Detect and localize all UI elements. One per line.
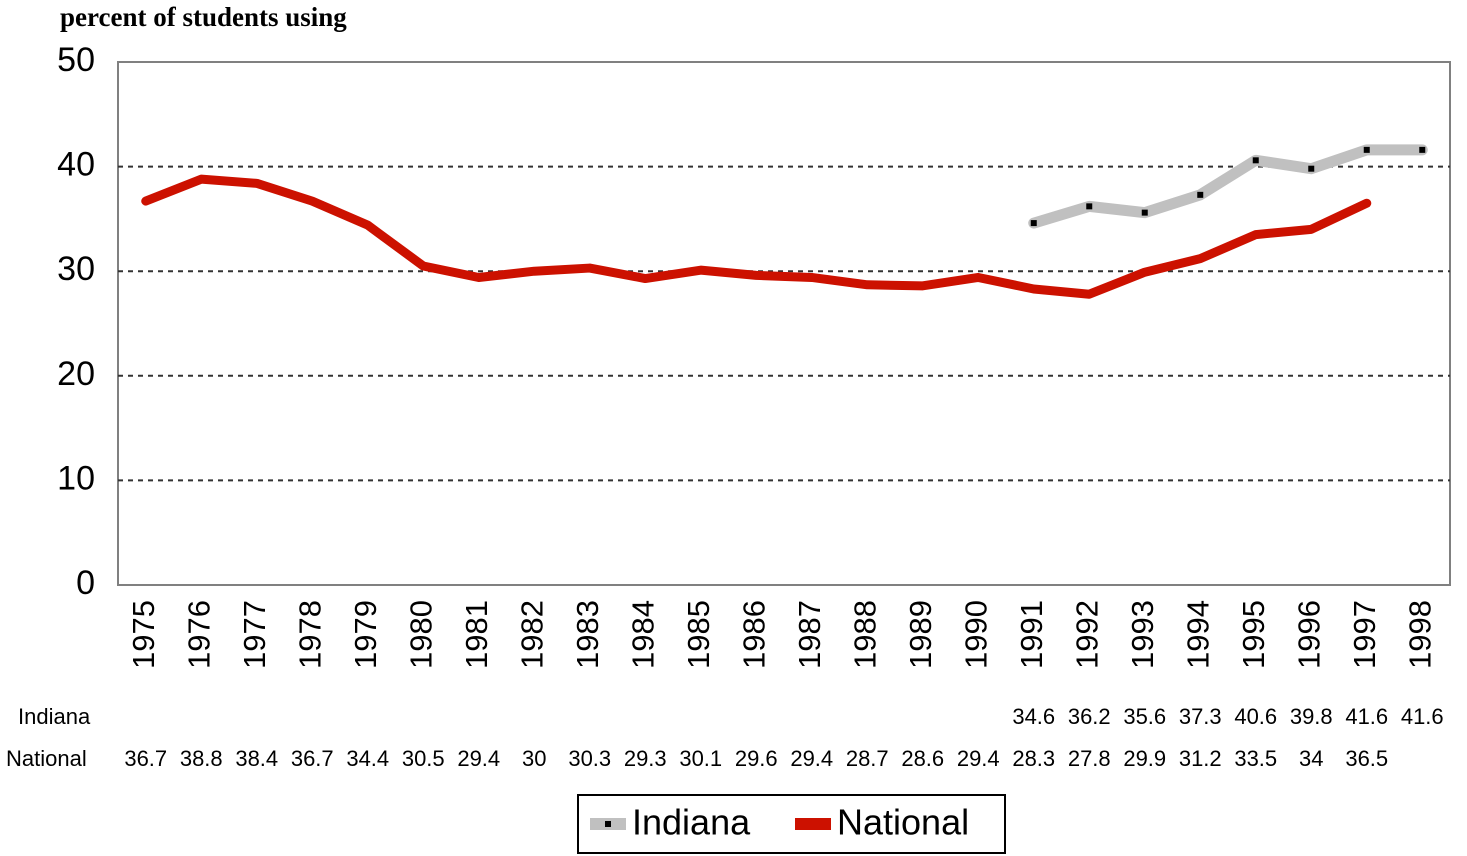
legend-swatch <box>795 818 831 830</box>
table-cell: 29.6 <box>735 746 778 771</box>
x-tick-label: 1978 <box>292 600 327 669</box>
table-cell: 30 <box>522 746 546 771</box>
x-tick-label: 1976 <box>181 600 216 669</box>
table-cell: 29.4 <box>957 746 1000 771</box>
x-tick-label: 1992 <box>1069 600 1104 669</box>
x-tick-label: 1984 <box>625 600 660 669</box>
legend-label: Indiana <box>632 802 751 843</box>
table-cell: 28.3 <box>1012 746 1055 771</box>
y-axis-label: percent of students using <box>60 2 347 32</box>
legend-box <box>577 794 1006 854</box>
table-cell: 38.4 <box>235 746 278 771</box>
x-tick-label: 1981 <box>459 600 494 669</box>
series-line <box>141 174 1372 299</box>
x-tick-label: 1975 <box>126 600 161 669</box>
x-tick-label: 1997 <box>1347 600 1382 669</box>
table-cell: 37.3 <box>1179 704 1222 729</box>
table-cell: 36.7 <box>291 746 334 771</box>
table-cell: 33.5 <box>1234 746 1277 771</box>
x-tick-label: 1993 <box>1125 600 1160 669</box>
table-cell: 41.6 <box>1401 704 1444 729</box>
x-tick-label: 1987 <box>792 600 827 669</box>
table-cell: 30.3 <box>568 746 611 771</box>
table-cell: 34 <box>1299 746 1323 771</box>
table-cell: 30.5 <box>402 746 445 771</box>
table-cell: 31.2 <box>1179 746 1222 771</box>
x-tick-label: 1996 <box>1291 600 1326 669</box>
table-cell: 39.8 <box>1290 704 1333 729</box>
table-cell: 29.3 <box>624 746 667 771</box>
table-cell: 41.6 <box>1345 704 1388 729</box>
y-tick-label: 40 <box>57 146 95 184</box>
series-line <box>1028 144 1428 229</box>
point-marker <box>1197 191 1204 198</box>
x-tick-label: 1994 <box>1180 600 1215 669</box>
table-cell: 40.6 <box>1234 704 1277 729</box>
y-tick-label: 20 <box>57 355 95 393</box>
point-marker <box>1252 157 1259 164</box>
plot-frame <box>117 61 1451 586</box>
legend-label: National <box>837 802 969 843</box>
table-cell: 30.1 <box>679 746 722 771</box>
table-cell: 28.7 <box>846 746 889 771</box>
x-tick-label: 1986 <box>736 600 771 669</box>
x-tick-label: 1982 <box>514 600 549 669</box>
x-tick-label: 1989 <box>903 600 938 669</box>
table-cell: 28.6 <box>901 746 944 771</box>
table-cell: 27.8 <box>1068 746 1111 771</box>
x-tick-label: 1985 <box>681 600 716 669</box>
table-cell: 34.6 <box>1012 704 1055 729</box>
x-tick-label: 1988 <box>847 600 882 669</box>
x-tick-label: 1980 <box>403 600 438 669</box>
table-cell: 29.4 <box>790 746 833 771</box>
x-tick-label: 1977 <box>237 600 272 669</box>
point-marker <box>1308 165 1315 172</box>
table-cell: 36.7 <box>124 746 167 771</box>
y-tick-label: 0 <box>76 564 95 602</box>
point-marker <box>1030 220 1037 227</box>
point-marker <box>1419 146 1426 153</box>
x-tick-label: 1991 <box>1014 600 1049 669</box>
table-cell: 34.4 <box>346 746 389 771</box>
table-row-header: Indiana <box>18 704 91 729</box>
table-row-header: National <box>6 746 87 771</box>
table-cell: 36.2 <box>1068 704 1111 729</box>
x-tick-label: 1995 <box>1236 600 1271 669</box>
table-cell: 36.5 <box>1345 746 1388 771</box>
x-tick-label: 1998 <box>1402 600 1437 669</box>
table-cell: 35.6 <box>1123 704 1166 729</box>
point-marker <box>1086 203 1093 210</box>
point-marker <box>1363 146 1370 153</box>
x-tick-label: 1983 <box>570 600 605 669</box>
legend-marker <box>605 821 611 827</box>
y-tick-label: 50 <box>57 41 95 79</box>
y-tick-label: 10 <box>57 459 95 497</box>
table-cell: 29.4 <box>457 746 500 771</box>
x-tick-label: 1990 <box>958 600 993 669</box>
x-tick-label: 1979 <box>348 600 383 669</box>
table-cell: 38.8 <box>180 746 223 771</box>
y-tick-label: 30 <box>57 250 95 288</box>
point-marker <box>1141 209 1148 216</box>
table-cell: 29.9 <box>1123 746 1166 771</box>
